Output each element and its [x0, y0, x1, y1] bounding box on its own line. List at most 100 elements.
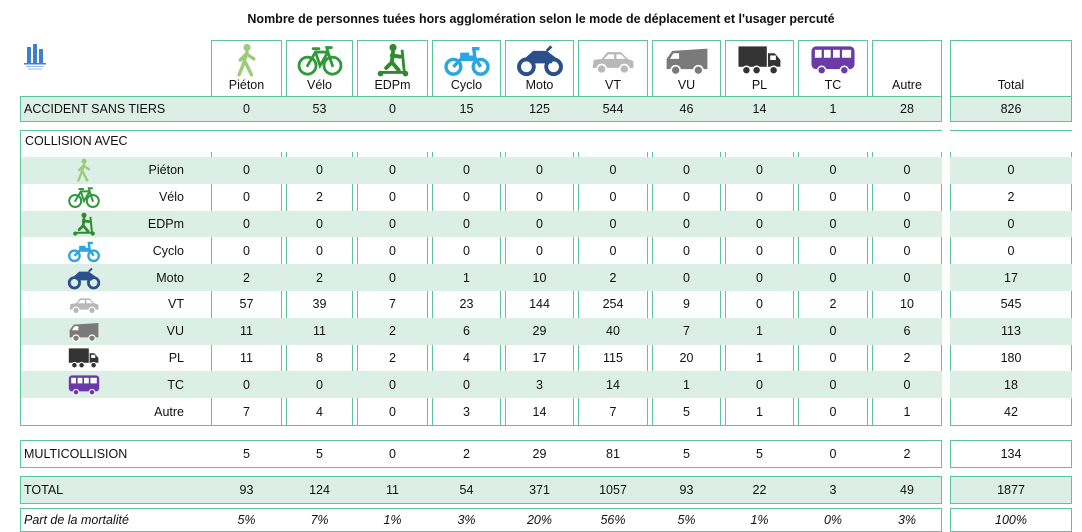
column-label: Autre: [892, 78, 922, 92]
cell-pl: 1%: [750, 513, 769, 527]
cell-vt: 40: [606, 324, 620, 339]
moped-icon: [68, 241, 100, 262]
van-icon: [666, 48, 707, 76]
cell-pl: 0: [756, 163, 763, 178]
cell-cyclo: 54: [459, 483, 474, 497]
cell-vu: 0: [683, 270, 690, 285]
cell-autre: 0: [903, 377, 911, 392]
cell-velo: 5: [316, 447, 323, 461]
cell-autre: 28: [900, 102, 914, 116]
cell-tc: 0: [829, 270, 837, 285]
column-label: Total: [997, 78, 1025, 92]
cell-total: 113: [1001, 324, 1021, 339]
cell-pl: 0: [756, 297, 763, 312]
row-label: TOTAL: [24, 483, 64, 497]
cell-pieton: 0: [243, 216, 250, 231]
cell-vt: 0: [609, 190, 617, 205]
cell-vu: 5%: [677, 513, 696, 527]
total-row-total-band: [950, 476, 1072, 504]
cell-velo: 7%: [310, 513, 329, 527]
cell-cyclo: 0: [463, 216, 470, 231]
cell-cyclo: 6: [463, 324, 470, 339]
cell-moto: 0: [536, 216, 543, 231]
cell-pl: 1: [756, 324, 763, 339]
cell-total: 100%: [995, 513, 1027, 527]
cell-velo: 0: [316, 377, 323, 392]
cell-cyclo: 0: [463, 163, 470, 178]
cell-pieton: 0: [243, 377, 250, 392]
cell-vt: 0: [609, 216, 617, 231]
cell-pieton: 2: [243, 270, 250, 285]
cell-pieton: 11: [240, 350, 253, 365]
cell-tc: 0: [829, 163, 837, 178]
cell-edpm: 0: [389, 190, 396, 205]
cell-cyclo: 23: [459, 297, 474, 312]
car-icon: [69, 298, 99, 315]
cell-autre: 0: [903, 190, 911, 205]
cell-vu: 0: [683, 163, 690, 178]
cell-velo: 2: [316, 270, 323, 285]
cell-vt: 2: [609, 270, 617, 285]
cell-cyclo: 1: [463, 270, 470, 285]
collision-row-tc-total-band: [950, 371, 1072, 399]
cell-vu: 46: [679, 102, 694, 116]
cell-pieton: 11: [240, 324, 253, 339]
cell-vt: 115: [603, 350, 623, 365]
cell-edpm: 0: [389, 404, 396, 419]
cell-edpm: 11: [386, 483, 399, 497]
cell-cyclo: 15: [459, 102, 474, 116]
bicycle-icon: [297, 46, 342, 76]
column-header-pl: PL: [725, 40, 794, 96]
bus-icon: [811, 46, 855, 75]
cell-pieton: 0: [243, 102, 250, 116]
column-header-pieton: Piéton: [211, 40, 282, 96]
cell-total: 0: [1007, 216, 1015, 231]
motorcycle-icon: [67, 267, 101, 289]
cell-edpm: 0: [389, 447, 396, 461]
cell-vu: 93: [679, 483, 694, 497]
cell-autre: 0: [903, 216, 911, 231]
cell-pieton: 57: [239, 297, 254, 312]
cell-pieton: 0: [243, 163, 250, 178]
column-header-vu: VU: [652, 40, 721, 96]
cell-pl: 1: [756, 350, 763, 365]
cell-autre: 3%: [897, 513, 917, 527]
row-label: Cyclo: [152, 243, 184, 258]
row-label: VU: [166, 324, 184, 339]
cell-vt: 81: [606, 447, 620, 461]
cell-moto: 29: [532, 447, 547, 461]
moped-icon: [443, 46, 490, 76]
cell-moto: 0: [536, 190, 543, 205]
row-label: Moto: [156, 270, 184, 285]
cell-edpm: 0: [389, 270, 396, 285]
cell-moto: 29: [532, 324, 547, 339]
cell-vt: 254: [602, 297, 624, 312]
cell-vu: 20: [679, 350, 694, 365]
column-label: PL: [751, 78, 768, 92]
cell-tc: 0: [829, 377, 837, 392]
cell-edpm: 2: [389, 324, 396, 339]
cell-tc: 0: [829, 243, 837, 258]
cell-tc: 0: [829, 324, 837, 339]
cell-moto: 14: [532, 404, 547, 419]
row-icon-wrap: [62, 318, 106, 345]
cell-cyclo: 4: [463, 350, 470, 365]
cell-velo: 4: [316, 404, 323, 419]
cell-velo: 0: [316, 163, 323, 178]
cell-tc: 0: [829, 447, 837, 461]
bicycle-icon: [68, 187, 100, 209]
cell-velo: 53: [312, 102, 327, 116]
cell-cyclo: 0: [463, 243, 470, 258]
cell-edpm: 7: [389, 297, 396, 312]
cell-total: 18: [1004, 377, 1018, 392]
multicollision-row-total-band: [950, 440, 1072, 468]
table-title: Nombre de personnes tuées hors aggloméra…: [247, 12, 835, 26]
cell-vt: 0: [609, 243, 617, 258]
cell-pl: 0: [756, 243, 763, 258]
cell-velo: 39: [312, 297, 327, 312]
cell-pl: 0: [756, 216, 763, 231]
cell-tc: 3: [829, 483, 837, 497]
cell-moto: 17: [532, 350, 547, 365]
truck-icon: [737, 46, 780, 75]
cell-vt: 544: [602, 102, 624, 116]
